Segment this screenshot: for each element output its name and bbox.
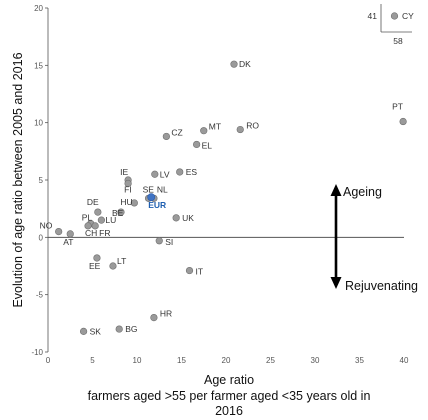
data-point-el xyxy=(193,140,201,149)
arrow-down-head xyxy=(330,277,342,289)
point-label-si: SI xyxy=(165,237,173,247)
point-label-nl: NL xyxy=(157,184,168,194)
data-point-lv xyxy=(151,170,159,178)
point-label-it: IT xyxy=(196,267,204,277)
data-point-be xyxy=(117,208,125,216)
data-point-mt xyxy=(200,127,208,135)
point-label-dk: DK xyxy=(239,59,251,69)
point-label-se: SE xyxy=(143,184,155,194)
data-point-no xyxy=(55,228,63,236)
y-axis: -10 -5 0 5 10 15 20 xyxy=(31,4,49,357)
data-point-hr xyxy=(150,314,158,322)
point-label-fr: FR xyxy=(99,228,110,238)
point-label-ch: CH xyxy=(85,228,97,238)
y-tick-label: 15 xyxy=(34,61,43,70)
point-label-hu: HU xyxy=(120,197,132,207)
data-point-hu xyxy=(130,199,138,207)
x-tick-label: 40 xyxy=(400,356,409,365)
rejuvenating-label: Rejuvenating xyxy=(345,279,418,293)
point-label-uk: UK xyxy=(182,213,194,223)
point-label-bg: BG xyxy=(125,324,137,334)
y-tick-label: 20 xyxy=(34,4,43,13)
point-label-pl: PL xyxy=(82,213,93,223)
data-point-lu xyxy=(97,216,105,224)
data-point-fi xyxy=(124,179,132,188)
x-tick-label: 35 xyxy=(355,356,364,365)
y-tick-label: -5 xyxy=(36,291,44,300)
point-label-at: AT xyxy=(63,237,73,247)
point-label-lv: LV xyxy=(160,169,170,179)
ageing-label: Ageing xyxy=(343,185,382,199)
data-point-ch xyxy=(84,222,92,230)
outlier-inset: 41 CY 58 xyxy=(368,4,414,46)
point-label-mt: MT xyxy=(209,122,221,132)
x-tick-label: 15 xyxy=(177,356,186,365)
point-label-sk: SK xyxy=(90,326,102,336)
point-label-eur: EUR xyxy=(148,200,166,210)
data-point-it xyxy=(185,266,194,275)
data-point-lt xyxy=(109,262,117,270)
point-label-hr: HR xyxy=(160,309,172,319)
x-tick-label: 25 xyxy=(266,356,275,365)
data-point-de xyxy=(94,208,102,216)
data-point-eur xyxy=(147,193,156,202)
point-label-be: BE xyxy=(112,208,124,218)
point-label-ie: IE xyxy=(120,167,128,177)
x-tick-label: 10 xyxy=(133,356,142,365)
data-point-uk xyxy=(172,214,180,222)
y-axis-title: Evolution of age ratio between 2005 and … xyxy=(11,52,25,307)
data-point-ro xyxy=(236,125,244,134)
x-tick-label: 5 xyxy=(90,356,95,365)
point-label-no: NO xyxy=(40,221,53,231)
point-label-cy: CY xyxy=(402,11,414,21)
point-label-ro: RO xyxy=(246,121,259,131)
x-axis-title-line-3: 2016 xyxy=(215,404,243,418)
point-label-pt: PT xyxy=(392,102,403,112)
y-tick-label: 5 xyxy=(39,176,44,185)
point-label-lt: LT xyxy=(117,256,126,266)
data-point-es xyxy=(176,168,184,176)
inset-y-value: 41 xyxy=(368,11,378,21)
point-label-fi: FI xyxy=(124,184,132,194)
point-label-cz: CZ xyxy=(171,127,182,137)
point-label-el: EL xyxy=(202,140,213,150)
data-point-dk xyxy=(230,60,238,68)
arrow-up-head xyxy=(330,184,342,196)
x-tick-label: 0 xyxy=(46,356,51,365)
x-axis-title-line-1: Age ratio xyxy=(204,373,254,387)
point-label-ee: EE xyxy=(89,261,101,271)
x-tick-label: 30 xyxy=(311,356,320,365)
data-point-si xyxy=(155,237,163,245)
y-tick-label: 10 xyxy=(34,119,43,128)
data-point-at xyxy=(66,230,74,238)
x-axis-title-line-2: farmers aged >55 per farmer aged <35 yea… xyxy=(88,389,371,403)
x-tick-label: 20 xyxy=(222,356,231,365)
data-point-cz xyxy=(162,132,170,141)
data-points xyxy=(55,60,407,335)
direction-arrows: Ageing Rejuvenating xyxy=(330,184,418,293)
data-point-pt xyxy=(399,117,407,126)
point-label-es: ES xyxy=(186,167,198,177)
y-tick-label: 0 xyxy=(39,233,44,242)
point-label-lu: LU xyxy=(105,215,116,225)
data-point-ee xyxy=(93,254,101,262)
y-tick-label: -10 xyxy=(31,348,43,357)
data-point-fr xyxy=(91,222,99,230)
data-point-bg xyxy=(115,325,123,333)
data-point-sk xyxy=(79,327,88,335)
data-point-cy xyxy=(390,12,399,20)
point-label-de: DE xyxy=(87,197,99,207)
inset-x-value: 58 xyxy=(393,36,403,46)
x-axis: 0 5 10 15 20 25 30 35 40 xyxy=(46,356,409,365)
